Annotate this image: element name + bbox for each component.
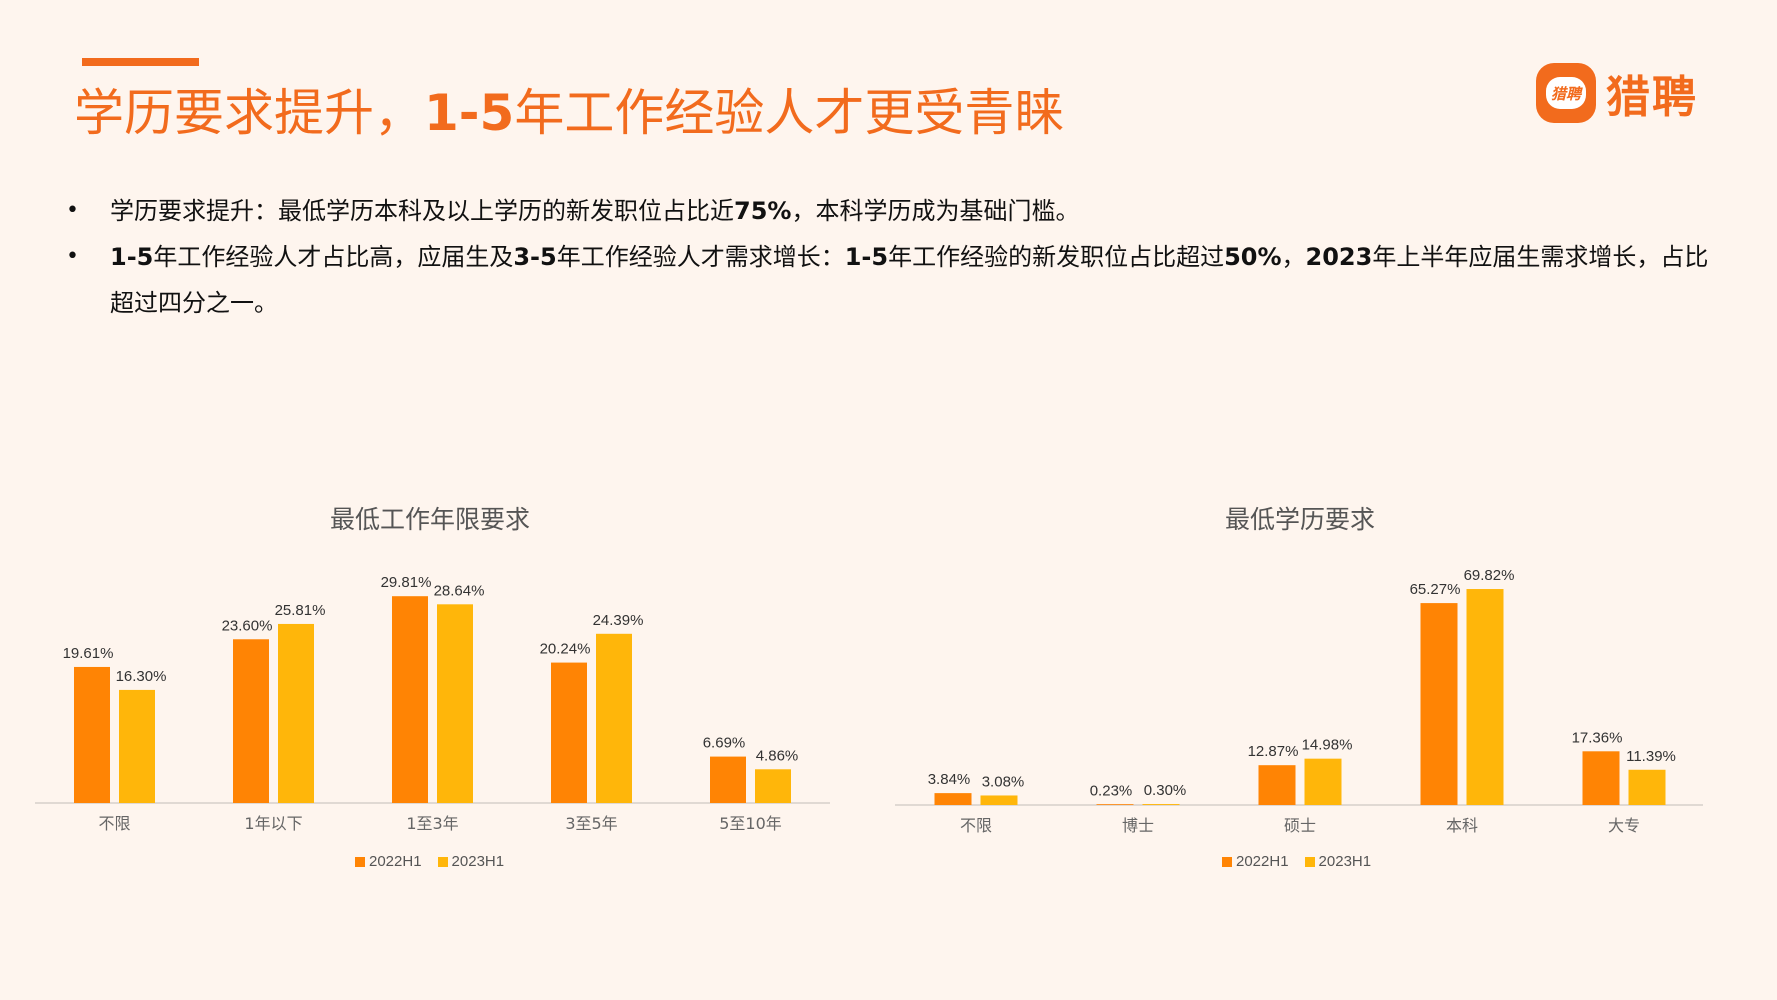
bullet-highlight: 2023 <box>1305 243 1373 271</box>
legend-swatch-2022 <box>355 857 365 868</box>
legend-item-2022: 2022H1 <box>355 853 422 870</box>
bar-2023H1 <box>980 795 1018 805</box>
bar-2022H1 <box>74 666 110 803</box>
bullet-text: 年上半年应届生需求增长，占比超过四分之一。 <box>110 243 1709 317</box>
legend-label: 2022H1 <box>1236 853 1289 870</box>
bar-2022H1 <box>710 756 746 803</box>
bullet-text: 年工作经验人才需求增长： <box>556 243 845 271</box>
chart-title: 最低学历要求 <box>1224 505 1375 534</box>
bullet-text: 年工作经验的新发职位占比超过 <box>888 243 1225 271</box>
bar-2023H1 <box>1466 589 1504 805</box>
legend-swatch-2022 <box>1222 857 1232 868</box>
bar-2022H1 <box>1258 765 1296 805</box>
bar-2023H1 <box>1142 804 1180 805</box>
data-label: 69.82% <box>1464 567 1515 584</box>
title-text-2: 年工作经验人才更受青睐 <box>514 84 1065 142</box>
x-tick-label: 本科 <box>1446 816 1478 835</box>
bar-2022H1 <box>233 639 269 803</box>
x-tick-label: 不限 <box>98 814 130 833</box>
title-accent-bar <box>82 58 199 66</box>
x-tick-label: 1至3年 <box>406 814 458 833</box>
data-label: 16.30% <box>116 668 167 685</box>
liepin-logo: 猎聘 猎聘 <box>1536 62 1698 124</box>
data-label: 3.84% <box>928 771 971 788</box>
bullet-highlight: 50% <box>1224 243 1282 271</box>
data-label: 29.81% <box>381 574 432 591</box>
data-label: 28.64% <box>434 582 485 599</box>
bar-2023H1 <box>755 769 791 803</box>
bullet-highlight: 75% <box>734 197 792 225</box>
data-label: 65.27% <box>1410 581 1461 598</box>
bullet-highlight: 1-5 <box>110 243 154 271</box>
chart-title: 最低工作年限要求 <box>329 505 530 534</box>
bar-2023H1 <box>1304 758 1342 805</box>
legend-label: 2022H1 <box>369 853 422 870</box>
x-tick-label: 硕士 <box>1284 816 1316 835</box>
x-tick-label: 1年以下 <box>244 814 302 833</box>
data-label: 23.60% <box>222 617 273 634</box>
data-label: 17.36% <box>1572 729 1623 746</box>
legend-swatch-2023 <box>1304 857 1315 868</box>
data-label: 11.39% <box>1626 748 1676 765</box>
logo-mark-text: 猎聘 <box>1546 77 1586 109</box>
bullet-highlight: 3-5 <box>513 243 557 271</box>
legend-label: 2023H1 <box>451 853 505 870</box>
legend-item-2023: 2023H1 <box>437 853 505 870</box>
bar-2022H1 <box>1582 751 1620 805</box>
bar-2022H1 <box>1420 603 1458 805</box>
x-tick-label: 博士 <box>1122 816 1154 835</box>
legend-swatch-2023 <box>437 857 448 868</box>
title-text-bold: 1-5 <box>424 84 515 142</box>
bar-2022H1 <box>1096 804 1134 805</box>
bar-2023H1 <box>278 623 314 803</box>
bullet-text: 学历要求提升：最低学历本科及以上学历的新发职位占比近 <box>110 197 734 225</box>
bar-2023H1 <box>596 633 632 803</box>
data-label: 0.30% <box>1144 782 1187 799</box>
data-label: 14.98% <box>1302 737 1353 754</box>
bar-2022H1 <box>392 596 428 803</box>
title-text-1: 学历要求提升， <box>74 84 424 142</box>
logo-chat-bubble-icon: 猎聘 <box>1536 63 1596 123</box>
x-tick-label: 不限 <box>960 816 992 835</box>
data-label: 3.08% <box>982 773 1025 790</box>
data-label: 12.87% <box>1248 743 1299 760</box>
bar-2022H1 <box>551 662 587 803</box>
data-label: 6.69% <box>703 735 746 752</box>
bullet-text: ，本科学历成为基础门槛。 <box>791 197 1080 225</box>
bullet-highlight: 1-5 <box>844 243 889 271</box>
bar-2023H1 <box>1628 769 1666 805</box>
x-tick-label: 3至5年 <box>565 814 617 833</box>
chart-legend: 2022H1 2023H1 <box>355 853 504 870</box>
bullet-education: 学历要求提升：最低学历本科及以上学历的新发职位占比近75%，本科学历成为基础门槛… <box>66 188 1726 234</box>
bar-2023H1 <box>437 604 473 803</box>
chart-legend: 2022H1 2023H1 <box>1222 853 1371 870</box>
summary-bullets: 学历要求提升：最低学历本科及以上学历的新发职位占比近75%，本科学历成为基础门槛… <box>66 188 1726 326</box>
page-title: 学历要求提升，1-5年工作经验人才更受青睐 <box>74 78 1064 148</box>
data-label: 25.81% <box>275 602 326 619</box>
chart-plot-area: 19.61%16.30% 不限 23.60%25.81% 1年以下 29.81% 28.6… <box>35 574 830 833</box>
data-label: 0.23% <box>1090 782 1133 799</box>
chart-plot-area: 3.84% 3.08% 不限 0.23% 0.30% 博士 12.87% 14.98% 硕士 65… <box>895 567 1703 835</box>
x-tick-label: 大专 <box>1608 816 1640 835</box>
legend-item-2023: 2023H1 <box>1304 853 1372 870</box>
legend-label: 2023H1 <box>1318 853 1372 870</box>
x-tick-label: 5至10年 <box>719 814 782 833</box>
bar-2023H1 <box>119 689 155 803</box>
data-label: 24.39% <box>593 612 644 629</box>
bullet-text: 年工作经验人才占比高，应届生及 <box>153 243 514 271</box>
bullet-experience: 1-5年工作经验人才占比高，应届生及3-5年工作经验人才需求增长：1-5年工作经… <box>66 234 1726 326</box>
bullet-text: ， <box>1281 243 1306 271</box>
bar-2022H1 <box>934 793 972 805</box>
data-label: 4.86% <box>756 747 799 764</box>
legend-item-2022: 2022H1 <box>1222 853 1289 870</box>
data-label: 19.61% <box>63 645 114 662</box>
logo-brand-text: 猎聘 <box>1606 72 1698 123</box>
data-label: 20.24% <box>540 641 591 658</box>
